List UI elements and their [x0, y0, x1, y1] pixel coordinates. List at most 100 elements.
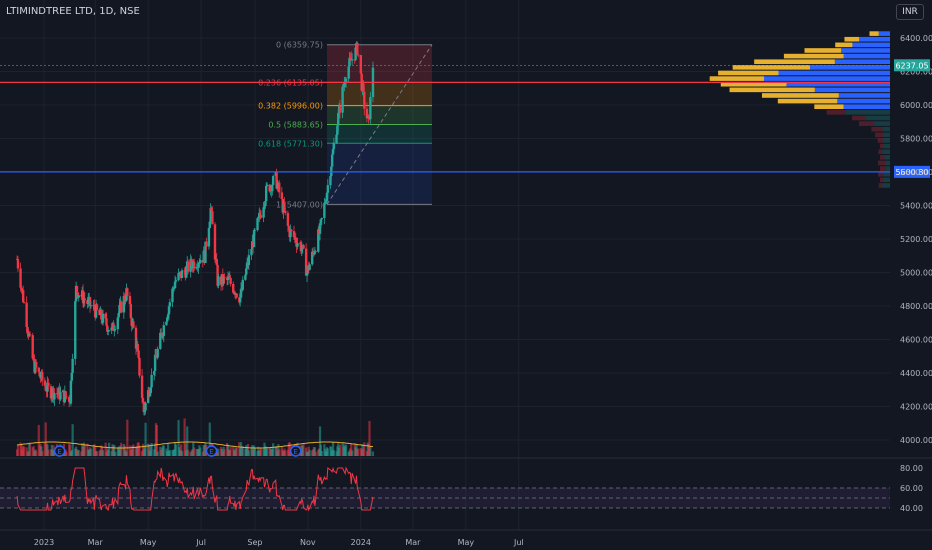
- earnings-marker-label: E: [294, 448, 298, 456]
- candle-body: [50, 395, 54, 399]
- candle-body: [367, 115, 370, 119]
- candle-body: [46, 382, 49, 392]
- candle-body: [55, 393, 59, 395]
- volume-profile-bar: [880, 155, 885, 160]
- volume-bar: [241, 445, 244, 456]
- candle-body: [265, 184, 269, 186]
- currency-button[interactable]: INR: [896, 4, 924, 20]
- rsi-tick-label: 40.00: [900, 504, 923, 513]
- last-price-label: 6237.05: [895, 61, 928, 70]
- volume-bar: [320, 451, 323, 456]
- candle-body: [283, 203, 286, 211]
- volume-profile-bar: [845, 110, 890, 115]
- candle-body: [69, 380, 73, 404]
- candle-body: [156, 348, 159, 358]
- volume-profile-bar: [834, 59, 890, 65]
- candle-body: [144, 402, 147, 411]
- volume-profile-bar: [878, 160, 885, 166]
- candle-body: [132, 321, 135, 328]
- earnings-marker: [205, 445, 218, 457]
- fib-level-label: 0.382 (5996.00): [258, 102, 323, 111]
- volume-bar: [114, 451, 117, 456]
- candle-body: [105, 318, 108, 326]
- candle-body: [262, 207, 265, 218]
- volume-bar: [65, 451, 68, 456]
- volume-bar: [44, 422, 47, 456]
- volume-bar: [156, 451, 159, 456]
- candle-body: [143, 410, 146, 413]
- fib-trendline: [326, 44, 433, 205]
- candle-body: [263, 206, 266, 208]
- candle-body: [336, 125, 339, 135]
- candle-body: [365, 108, 369, 119]
- candle-body: [323, 202, 326, 218]
- volume-bar: [22, 446, 26, 456]
- price-tick-label: 5200.00: [900, 235, 932, 244]
- volume-profile-bar: [880, 143, 884, 149]
- candle-body: [362, 83, 365, 92]
- volume-profile-bar: [777, 98, 838, 104]
- volume-profile-bar: [844, 36, 860, 42]
- candlestick-series: [15, 41, 375, 416]
- volume-profile-bar: [778, 70, 890, 76]
- candle-body: [204, 241, 207, 264]
- candle-body: [280, 192, 284, 199]
- volume-profile-bar: [852, 115, 866, 121]
- candle-body: [155, 357, 159, 359]
- volume-bar: [259, 448, 263, 456]
- candle-body: [89, 305, 93, 307]
- candle-body: [162, 325, 165, 336]
- candle-body: [49, 386, 53, 399]
- candle-body: [153, 354, 157, 372]
- price-tick-label: 6200.00: [900, 68, 932, 77]
- volume-bar: [186, 449, 190, 456]
- volume-bar: [138, 445, 141, 456]
- candle-body: [150, 374, 153, 388]
- volume-profile-bar: [882, 183, 890, 188]
- candle-body: [338, 105, 342, 113]
- volume-bar: [53, 450, 56, 456]
- volume-profile-bar: [826, 110, 846, 115]
- price-tick-label: 4200.00: [900, 403, 932, 412]
- volume-bar: [186, 426, 189, 456]
- volume-bar: [41, 450, 44, 456]
- price-tick-label: 5600.00: [900, 168, 932, 177]
- volume-bar: [47, 449, 50, 456]
- candle-body: [241, 279, 244, 290]
- candle-body: [356, 42, 359, 55]
- volume-profile-bar: [754, 59, 835, 65]
- candle-body: [350, 57, 353, 61]
- candle-body: [56, 393, 60, 395]
- time-tick-label: Jul: [195, 538, 206, 547]
- candle-body: [211, 211, 214, 225]
- volume-bar: [223, 449, 226, 456]
- candle-body: [67, 397, 71, 402]
- candle-body: [208, 221, 211, 228]
- candle-body: [286, 212, 290, 226]
- volume-profile-bar: [838, 93, 890, 98]
- volume-bar: [150, 442, 153, 456]
- candle-body: [313, 251, 317, 255]
- price-axis: 40.00 60.00 80.00 4000.00 4200.00 4400.00 4600…: [894, 34, 932, 513]
- volume-profile-bar: [878, 183, 883, 188]
- horizontal-lines: 5600.80: [0, 64, 930, 178]
- candle-body: [27, 331, 30, 336]
- candle-body: [159, 332, 162, 349]
- volume-bar: [162, 445, 165, 456]
- volume-profile-bar: [859, 36, 890, 42]
- volume-profile-bar: [885, 166, 890, 171]
- volume-bar: [314, 451, 317, 456]
- price-tick-label: 4600.00: [900, 336, 932, 345]
- candle-body: [247, 255, 251, 266]
- candle-body: [223, 276, 226, 278]
- candle-body: [106, 325, 109, 332]
- candle-body: [290, 229, 293, 232]
- volume-bar: [288, 442, 291, 456]
- candle-body: [167, 306, 171, 315]
- volume-profile-bar: [843, 104, 890, 110]
- candle-body: [165, 321, 168, 326]
- candle-body: [320, 217, 323, 220]
- candle-body: [311, 251, 314, 265]
- candle-body: [215, 258, 218, 265]
